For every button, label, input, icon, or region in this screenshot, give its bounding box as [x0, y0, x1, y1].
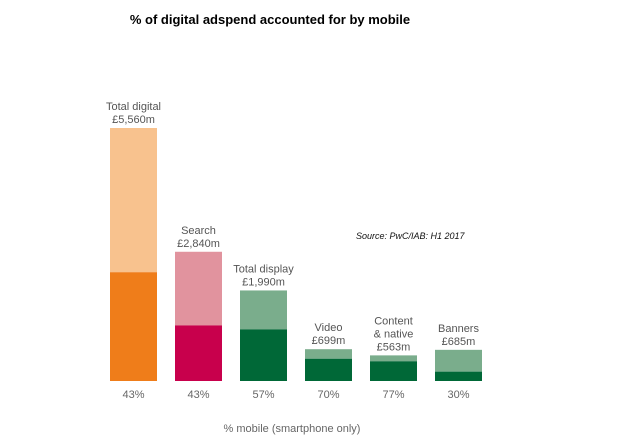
bar-total-3 — [305, 349, 352, 359]
bar-mobile-1 — [175, 325, 222, 381]
bars-group: Total digital£5,560m 43% Search£2,840m 43% T… — [106, 101, 482, 401]
category-label-0-0: Total digital — [106, 101, 161, 113]
bar-mobile-0 — [110, 272, 157, 381]
bar-total-0 — [110, 128, 157, 273]
category-label-1-1: £2,840m — [177, 238, 220, 250]
chart-source: Source: PwC/IAB: H1 2017 — [356, 231, 466, 241]
category-label-4-2: £563m — [377, 341, 411, 353]
category-label-1-0: Search — [181, 225, 216, 237]
bar-total-4 — [370, 355, 417, 362]
mobile-pct-label-4: 77% — [382, 389, 404, 401]
bar-total-2 — [240, 290, 287, 330]
category-label-3-1: £699m — [312, 335, 346, 347]
mobile-pct-label-0: 43% — [122, 389, 144, 401]
category-label-2-1: £1,990m — [242, 276, 285, 288]
category-label-4-0: Content — [374, 315, 413, 327]
bar-mobile-4 — [370, 361, 417, 381]
bar-mobile-3 — [305, 358, 352, 381]
bar-mobile-2 — [240, 329, 287, 381]
category-label-3-0: Video — [315, 322, 343, 334]
category-label-5-0: Banners — [438, 323, 479, 335]
chart-title: % of digital adspend accounted for by mo… — [130, 12, 410, 27]
mobile-pct-label-1: 43% — [187, 389, 209, 401]
bar-mobile-5 — [435, 371, 482, 381]
category-label-4-1: & native — [374, 328, 414, 340]
bar-total-5 — [435, 349, 482, 372]
category-label-0-1: £5,560m — [112, 114, 155, 126]
x-axis-label: % mobile (smartphone only) — [224, 423, 361, 435]
mobile-pct-label-5: 30% — [447, 389, 469, 401]
bar-total-1 — [175, 251, 222, 326]
category-label-2-0: Total display — [233, 263, 294, 275]
mobile-pct-label-2: 57% — [252, 389, 274, 401]
category-label-5-1: £685m — [442, 336, 476, 348]
mobile-pct-label-3: 70% — [317, 389, 339, 401]
